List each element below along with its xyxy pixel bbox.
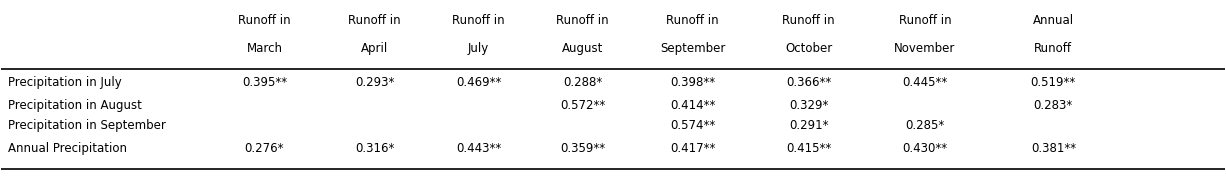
Text: 0.276*: 0.276* xyxy=(245,141,284,154)
Text: Runoff in: Runoff in xyxy=(666,14,718,27)
Text: Runoff in: Runoff in xyxy=(452,14,505,27)
Text: March: March xyxy=(246,42,282,55)
Text: Runoff in: Runoff in xyxy=(782,14,835,27)
Text: 0.288*: 0.288* xyxy=(563,76,602,89)
Text: Precipitation in July: Precipitation in July xyxy=(7,76,121,89)
Text: 0.469**: 0.469** xyxy=(456,76,501,89)
Text: 0.443**: 0.443** xyxy=(456,141,501,154)
Text: 0.445**: 0.445** xyxy=(902,76,948,89)
Text: November: November xyxy=(894,42,955,55)
Text: April: April xyxy=(360,42,389,55)
Text: 0.291*: 0.291* xyxy=(790,119,829,132)
Text: 0.285*: 0.285* xyxy=(905,119,944,132)
Text: 0.366**: 0.366** xyxy=(786,76,831,89)
Text: Runoff in: Runoff in xyxy=(557,14,609,27)
Text: 0.417**: 0.417** xyxy=(669,141,715,154)
Text: 0.329*: 0.329* xyxy=(790,99,829,112)
Text: 0.415**: 0.415** xyxy=(786,141,831,154)
Text: Precipitation in September: Precipitation in September xyxy=(7,119,166,132)
Text: Runoff in: Runoff in xyxy=(238,14,291,27)
Text: 0.430**: 0.430** xyxy=(902,141,948,154)
Text: Annual: Annual xyxy=(1032,14,1074,27)
Text: 0.293*: 0.293* xyxy=(354,76,395,89)
Text: October: October xyxy=(785,42,832,55)
Text: Precipitation in August: Precipitation in August xyxy=(7,99,141,112)
Text: 0.359**: 0.359** xyxy=(560,141,604,154)
Text: 0.519**: 0.519** xyxy=(1031,76,1076,89)
Text: 0.398**: 0.398** xyxy=(669,76,715,89)
Text: Annual Precipitation: Annual Precipitation xyxy=(7,141,126,154)
Text: August: August xyxy=(562,42,603,55)
Text: 0.381**: 0.381** xyxy=(1031,141,1076,154)
Text: 0.574**: 0.574** xyxy=(669,119,715,132)
Text: 0.395**: 0.395** xyxy=(242,76,287,89)
Text: Runoff: Runoff xyxy=(1035,42,1073,55)
Text: Runoff in: Runoff in xyxy=(899,14,951,27)
Text: 0.316*: 0.316* xyxy=(354,141,395,154)
Text: 0.414**: 0.414** xyxy=(669,99,715,112)
Text: 0.283*: 0.283* xyxy=(1034,99,1073,112)
Text: Runoff in: Runoff in xyxy=(348,14,401,27)
Text: July: July xyxy=(468,42,489,55)
Text: September: September xyxy=(660,42,726,55)
Text: 0.572**: 0.572** xyxy=(560,99,606,112)
